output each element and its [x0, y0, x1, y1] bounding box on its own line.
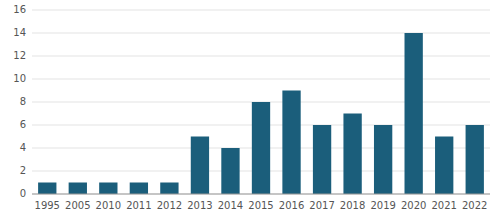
y-tick-label: 12: [13, 50, 26, 61]
x-tick-label: 2019: [370, 200, 395, 211]
x-tick-label: 2014: [218, 200, 243, 211]
x-axis-line: [32, 194, 490, 195]
grid-line: [32, 194, 490, 195]
bar: [160, 183, 178, 195]
bar: [130, 183, 148, 195]
y-tick-label: 10: [13, 73, 26, 84]
y-tick-label: 6: [20, 119, 26, 130]
y-tick-label: 8: [20, 96, 26, 107]
x-tick-label: 2013: [187, 200, 212, 211]
bars: [38, 33, 484, 194]
x-tick-label: 2010: [96, 200, 121, 211]
x-tick-label: 2015: [248, 200, 273, 211]
bar: [221, 148, 239, 194]
x-tick-label: 2005: [65, 200, 90, 211]
y-tick-label: 16: [13, 4, 26, 15]
y-tick-label: 4: [20, 142, 26, 153]
x-tick-label: 2012: [157, 200, 182, 211]
x-tick-label: 2022: [462, 200, 487, 211]
y-tick-label: 2: [20, 165, 26, 176]
bar: [466, 125, 484, 194]
grid-line: [32, 10, 490, 11]
x-tick-label: 2018: [340, 200, 365, 211]
bar: [374, 125, 392, 194]
bar: [252, 102, 270, 194]
x-tick-label: 2020: [401, 200, 426, 211]
bar: [38, 183, 56, 195]
x-tick-label: 2011: [126, 200, 151, 211]
y-tick-label: 14: [13, 27, 26, 38]
y-tick-label: 0: [20, 188, 26, 199]
bar: [282, 91, 300, 195]
bar: [313, 125, 331, 194]
bar: [343, 114, 361, 195]
x-tick-label: 2021: [431, 200, 456, 211]
bar: [69, 183, 87, 195]
x-tick-label: 2017: [309, 200, 334, 211]
chart: 0 2 4 6 8 10 12 14 16 1995 2005 2010 2011 2012 2013 201…: [0, 0, 500, 220]
grid: [32, 10, 490, 194]
bar: [99, 183, 117, 195]
x-tick-label: 2016: [279, 200, 304, 211]
bar: [435, 137, 453, 195]
bar: [405, 33, 423, 194]
x-tick-label: 1995: [35, 200, 60, 211]
bar: [191, 137, 209, 195]
